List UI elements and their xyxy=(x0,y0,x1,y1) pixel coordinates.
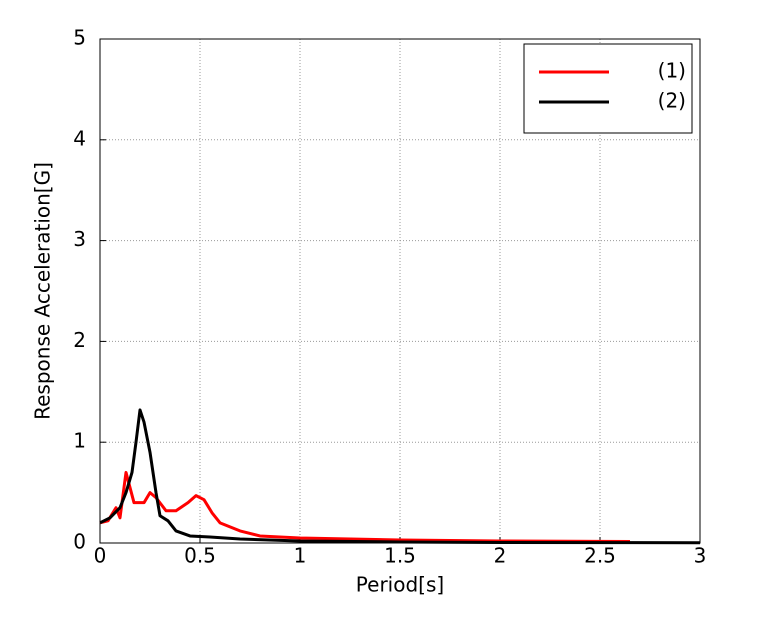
x-tick-label: 3 xyxy=(694,544,707,568)
x-axis-label: Period[s] xyxy=(356,573,444,597)
legend-box xyxy=(523,43,693,134)
x-tick-label: 2 xyxy=(494,544,507,568)
line-series xyxy=(99,470,631,543)
y-tick-label: 4 xyxy=(73,126,86,150)
y-tick-label: 1 xyxy=(73,429,86,453)
y-tick-label: 3 xyxy=(73,227,86,251)
legend-label: (2) xyxy=(658,89,686,113)
x-tick-label: 1 xyxy=(294,544,307,568)
y-tick-label: 5 xyxy=(73,26,86,50)
x-tick-label: 0.5 xyxy=(184,544,216,568)
line-series xyxy=(99,408,701,545)
y-tick-label: 2 xyxy=(73,328,86,352)
y-tick-label: 0 xyxy=(73,530,86,554)
x-tick-label: 1.5 xyxy=(384,544,416,568)
x-tick-label: 0 xyxy=(94,544,107,568)
legend-label: (1) xyxy=(658,59,686,83)
x-tick-label: 2.5 xyxy=(584,544,616,568)
y-axis-label: Response Acceleration[G] xyxy=(31,162,55,420)
